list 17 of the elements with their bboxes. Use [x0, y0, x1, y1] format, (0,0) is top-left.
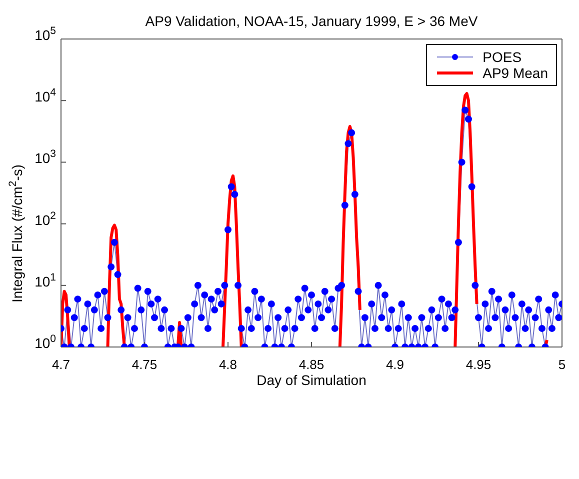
legend-label: AP9 Mean	[482, 65, 548, 81]
x-axis-title: Day of Simulation	[256, 372, 366, 388]
x-tick-label: 4.7	[52, 357, 70, 372]
chart-title: AP9 Validation, NOAA-15, January 1999, E > 36 MeV	[145, 13, 478, 29]
x-tick-label: 5	[558, 357, 566, 372]
y-tick-label: 10$^{3}$	[34, 148, 56, 166]
y-tick-label: 10$^{2}$	[34, 210, 56, 228]
x-tick-label: 4.85	[298, 357, 324, 372]
y-tick-label: 10$^{5}$	[34, 25, 56, 43]
x-tick-label: 4.95	[466, 357, 492, 372]
y-tick-label: 10$^{4}$	[34, 86, 56, 105]
x-tick-label: 4.9	[386, 357, 404, 372]
y-tick-label: 10$^{1}$	[34, 271, 56, 290]
x-tick-label: 4.75	[132, 357, 158, 372]
legend-label: POES	[482, 49, 522, 65]
y-tick-label: 10$^{0}$	[34, 333, 56, 351]
x-tick-label: 4.8	[218, 357, 238, 372]
